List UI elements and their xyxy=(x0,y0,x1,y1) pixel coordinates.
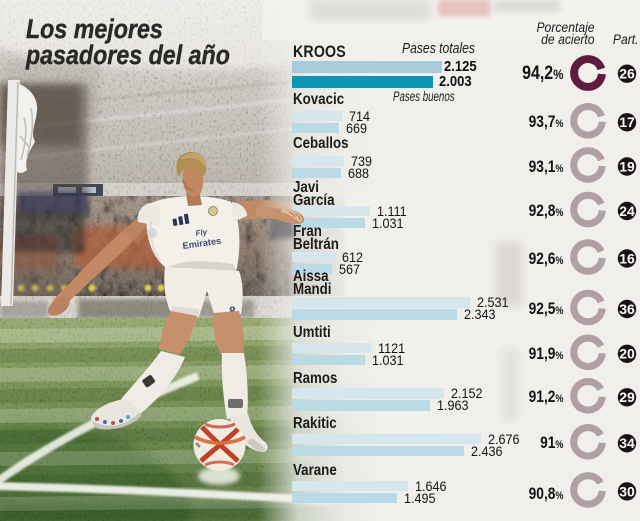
svg-text:24: 24 xyxy=(619,203,635,219)
svg-text:30: 30 xyxy=(619,483,635,499)
svg-text:20: 20 xyxy=(619,346,635,362)
svg-text:36: 36 xyxy=(619,301,635,317)
svg-text:19: 19 xyxy=(619,158,635,174)
svg-text:16: 16 xyxy=(619,250,635,266)
svg-text:17: 17 xyxy=(619,114,635,130)
svg-text:34: 34 xyxy=(619,435,635,451)
svg-text:29: 29 xyxy=(619,389,635,405)
svg-text:26: 26 xyxy=(619,66,635,82)
